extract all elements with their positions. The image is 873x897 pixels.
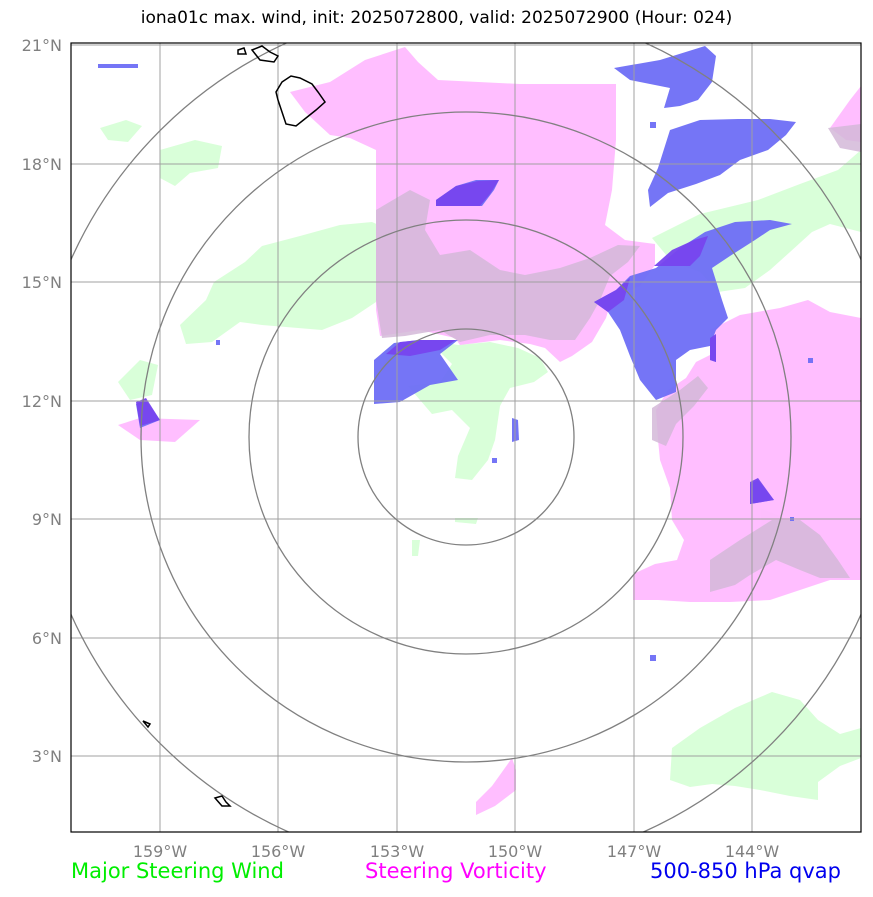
lat-tick-12n: 12°N bbox=[22, 392, 62, 411]
lat-tick-labels: 21°N 18°N 15°N 12°N 9°N 6°N 3°N bbox=[22, 36, 62, 766]
legend-steering-wind: Major Steering Wind bbox=[71, 859, 284, 883]
lon-tick-153w: 153°W bbox=[370, 842, 425, 861]
lon-tick-156w: 156°W bbox=[251, 842, 306, 861]
coastline-hawaii bbox=[142, 45, 326, 807]
lon-tick-labels: 159°W 156°W 153°W 150°W 147°W 144°W bbox=[133, 842, 780, 861]
overlap-layer bbox=[376, 124, 861, 592]
lat-tick-3n: 3°N bbox=[32, 747, 62, 766]
map-plot-area bbox=[71, 43, 861, 832]
qvap-overlap-layer bbox=[136, 180, 774, 504]
range-ring-2 bbox=[248, 219, 684, 655]
lat-tick-9n: 9°N bbox=[32, 510, 62, 529]
lon-tick-147w: 147°W bbox=[607, 842, 662, 861]
qvap-layer bbox=[98, 46, 813, 661]
map-frame bbox=[70, 42, 862, 833]
lat-tick-18n: 18°N bbox=[22, 155, 62, 174]
lat-tick-6n: 6°N bbox=[32, 629, 62, 648]
range-ring-1 bbox=[357, 328, 575, 546]
lon-tick-150w: 150°W bbox=[488, 842, 543, 861]
legend-qvap: 500-850 hPa qvap bbox=[650, 859, 841, 883]
lat-tick-21n: 21°N bbox=[22, 36, 62, 55]
lon-tick-159w: 159°W bbox=[133, 842, 188, 861]
lon-tick-144w: 144°W bbox=[725, 842, 780, 861]
map-title: iona01c max. wind, init: 2025072800, val… bbox=[140, 8, 733, 28]
legend-steering-vorticity: Steering Vorticity bbox=[365, 859, 547, 883]
range-ring-3 bbox=[140, 111, 792, 763]
lat-tick-15n: 15°N bbox=[22, 273, 62, 292]
range-rings bbox=[71, 43, 861, 832]
map-gridlines bbox=[71, 43, 861, 832]
